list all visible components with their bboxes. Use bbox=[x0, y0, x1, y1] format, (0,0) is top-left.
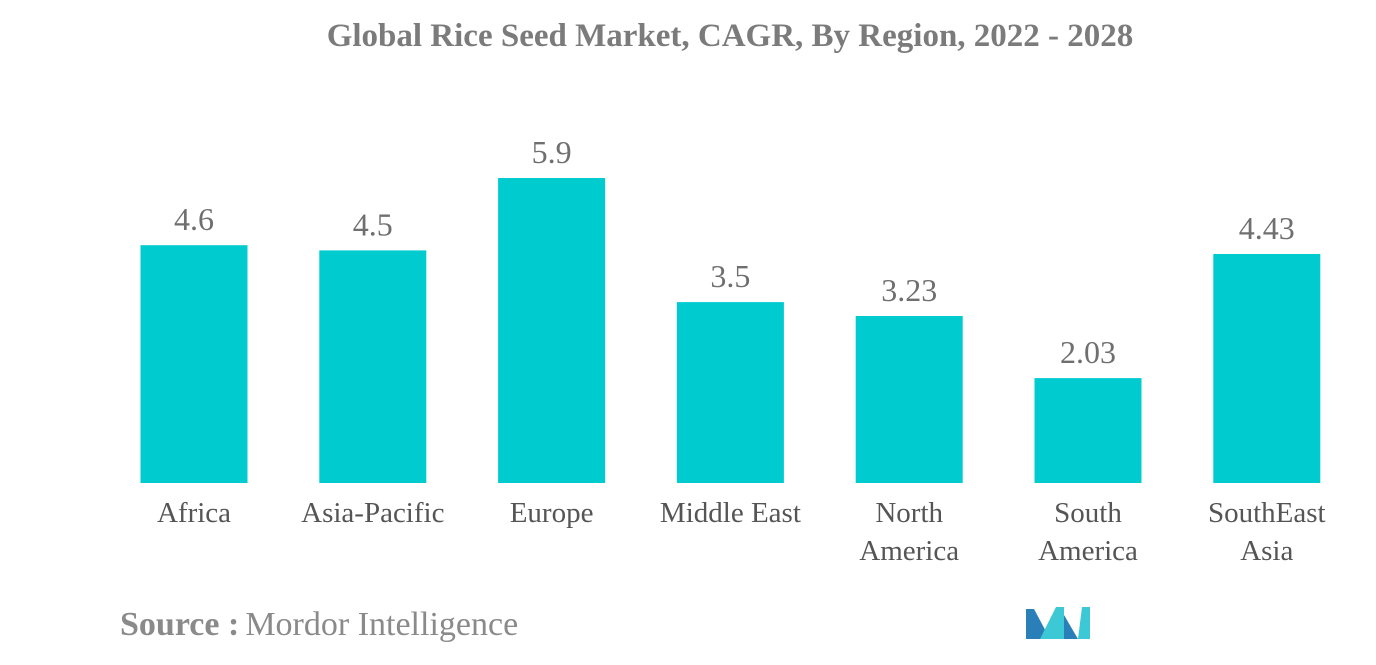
data-label-5: 2.03 bbox=[1060, 334, 1116, 370]
logo-shape-mid2 bbox=[1064, 615, 1078, 639]
source-note: Source : Mordor Intelligence bbox=[120, 606, 518, 644]
category-label-2: Europe bbox=[510, 497, 594, 529]
category-label-6: SouthEast Asia bbox=[1208, 497, 1326, 567]
category-label-line: America bbox=[1038, 535, 1138, 567]
bar-3 bbox=[676, 302, 784, 483]
category-label-3: Middle East bbox=[660, 497, 801, 529]
logo-shape-mid bbox=[1040, 607, 1064, 639]
bar-2 bbox=[498, 178, 606, 483]
category-label-line: Europe bbox=[510, 497, 594, 529]
category-label-line: America bbox=[859, 535, 959, 567]
source-label: Source : bbox=[120, 606, 240, 643]
chart-title: Global Rice Seed Market, CAGR, By Region… bbox=[326, 18, 1134, 54]
category-label-line: Middle East bbox=[660, 497, 801, 529]
category-label-line: Africa bbox=[157, 497, 231, 529]
bar-5 bbox=[1034, 378, 1142, 483]
bar-6 bbox=[1213, 254, 1321, 483]
category-label-line: North bbox=[875, 497, 943, 529]
logo-shape-right bbox=[1078, 607, 1090, 639]
bar-4 bbox=[855, 316, 963, 483]
source-value: Mordor Intelligence bbox=[245, 606, 519, 643]
category-label-line: Asia bbox=[1240, 535, 1293, 567]
category-label-0: Africa bbox=[157, 497, 231, 529]
data-label-1: 4.5 bbox=[353, 206, 393, 242]
data-label-3: 3.5 bbox=[710, 258, 750, 294]
mordor-intelligence-logo-icon bbox=[1026, 607, 1090, 639]
category-label-4: North America bbox=[859, 497, 959, 567]
bar-chart: 4.6 Africa 4.5 Asia-Pacific 5.9 Europe 3.5 Midd… bbox=[140, 134, 1326, 567]
data-label-0: 4.6 bbox=[174, 201, 214, 237]
category-label-line: SouthEast bbox=[1208, 497, 1326, 529]
data-label-4: 3.23 bbox=[881, 272, 937, 308]
category-label-line: Asia-Pacific bbox=[301, 497, 444, 529]
bar-1 bbox=[319, 250, 427, 483]
bars-group: 4.6 Africa 4.5 Asia-Pacific 5.9 Europe 3.5 Midd… bbox=[140, 134, 1326, 567]
bar-0 bbox=[140, 245, 248, 483]
category-label-line: South bbox=[1054, 497, 1122, 529]
data-label-6: 4.43 bbox=[1239, 210, 1295, 246]
category-label-1: Asia-Pacific bbox=[301, 497, 444, 529]
category-label-5: South America bbox=[1038, 497, 1138, 567]
data-label-2: 5.9 bbox=[532, 134, 572, 170]
